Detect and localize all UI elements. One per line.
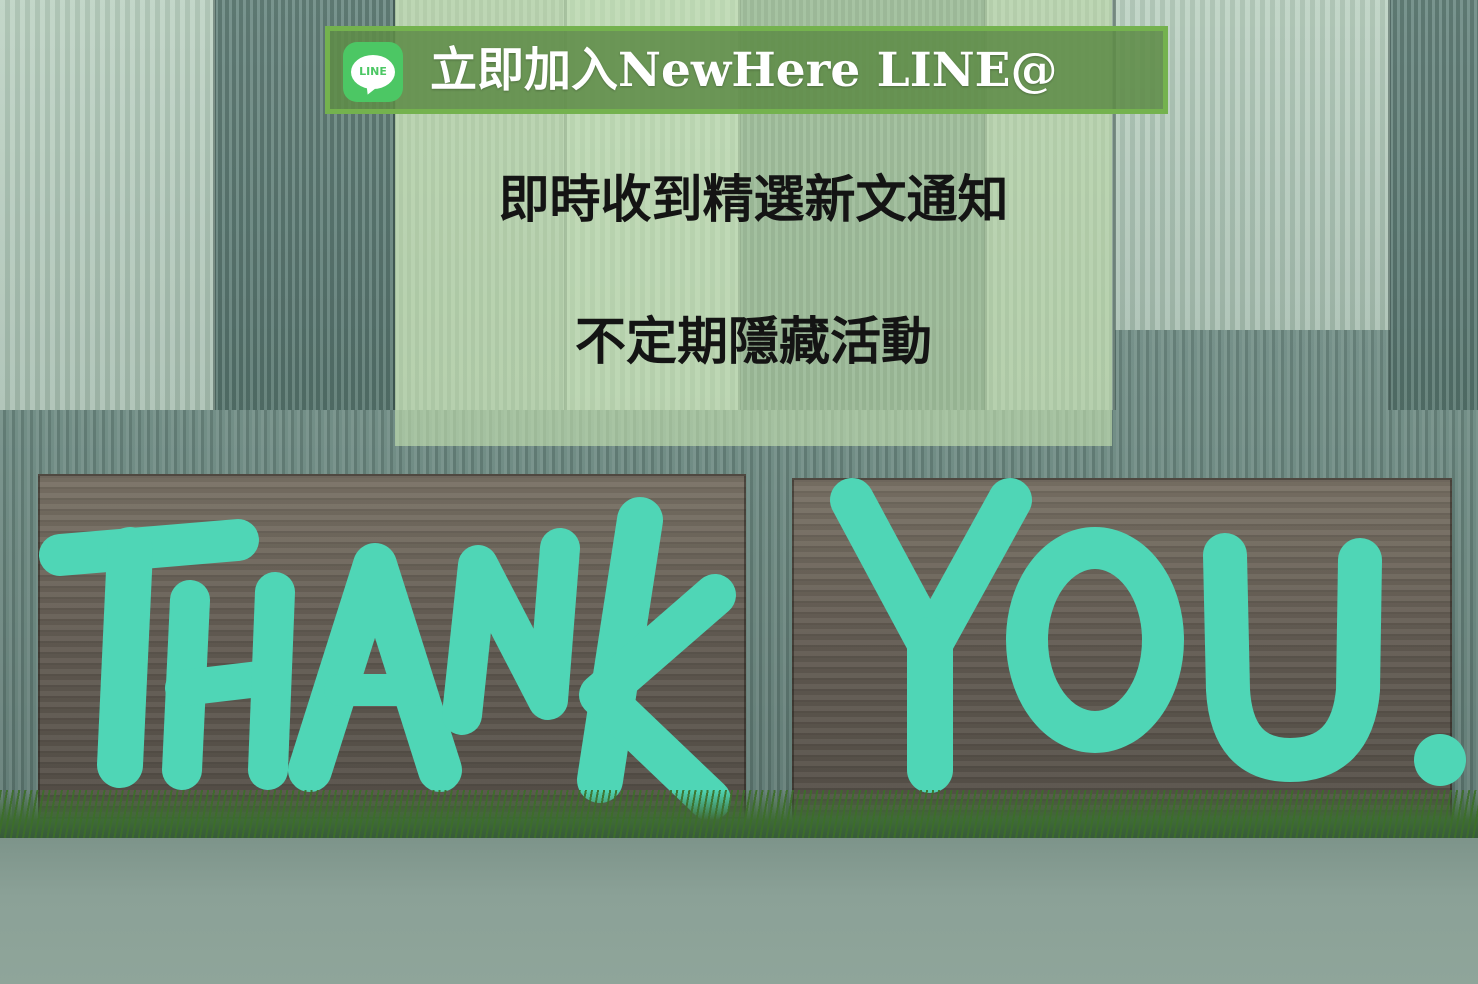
painted-letter-U (1203, 533, 1382, 782)
painted-letter-A (288, 543, 462, 792)
line-logo-text: LINE (359, 64, 387, 78)
wall-seam (213, 0, 216, 410)
line-bubble-icon: LINE (351, 55, 395, 89)
wall-panel (0, 0, 215, 410)
painted-period (1414, 734, 1466, 786)
painted-letter-T-stem (97, 527, 153, 788)
painted-letter-O (1006, 527, 1184, 753)
line-join-banner[interactable]: LINE 立即加入NewHere LINE@ (325, 26, 1168, 114)
wall-panel (1390, 0, 1478, 410)
grass-strip (0, 790, 1478, 840)
wall-seam (393, 0, 396, 410)
wall-seam (1388, 0, 1391, 410)
line-logo-icon: LINE (343, 42, 403, 102)
headline-new-articles: 即時收到精選新文通知 (498, 170, 1009, 230)
painted-letter-H-right (248, 572, 295, 790)
painted-letter-K-arms (579, 574, 736, 821)
headline-hidden-events: 不定期隱藏活動 (574, 312, 932, 372)
painted-letter-N (442, 528, 580, 735)
line-join-label: 立即加入NewHere LINE@ (430, 43, 1058, 98)
pavement (0, 838, 1478, 984)
wall-seam (1113, 0, 1116, 410)
